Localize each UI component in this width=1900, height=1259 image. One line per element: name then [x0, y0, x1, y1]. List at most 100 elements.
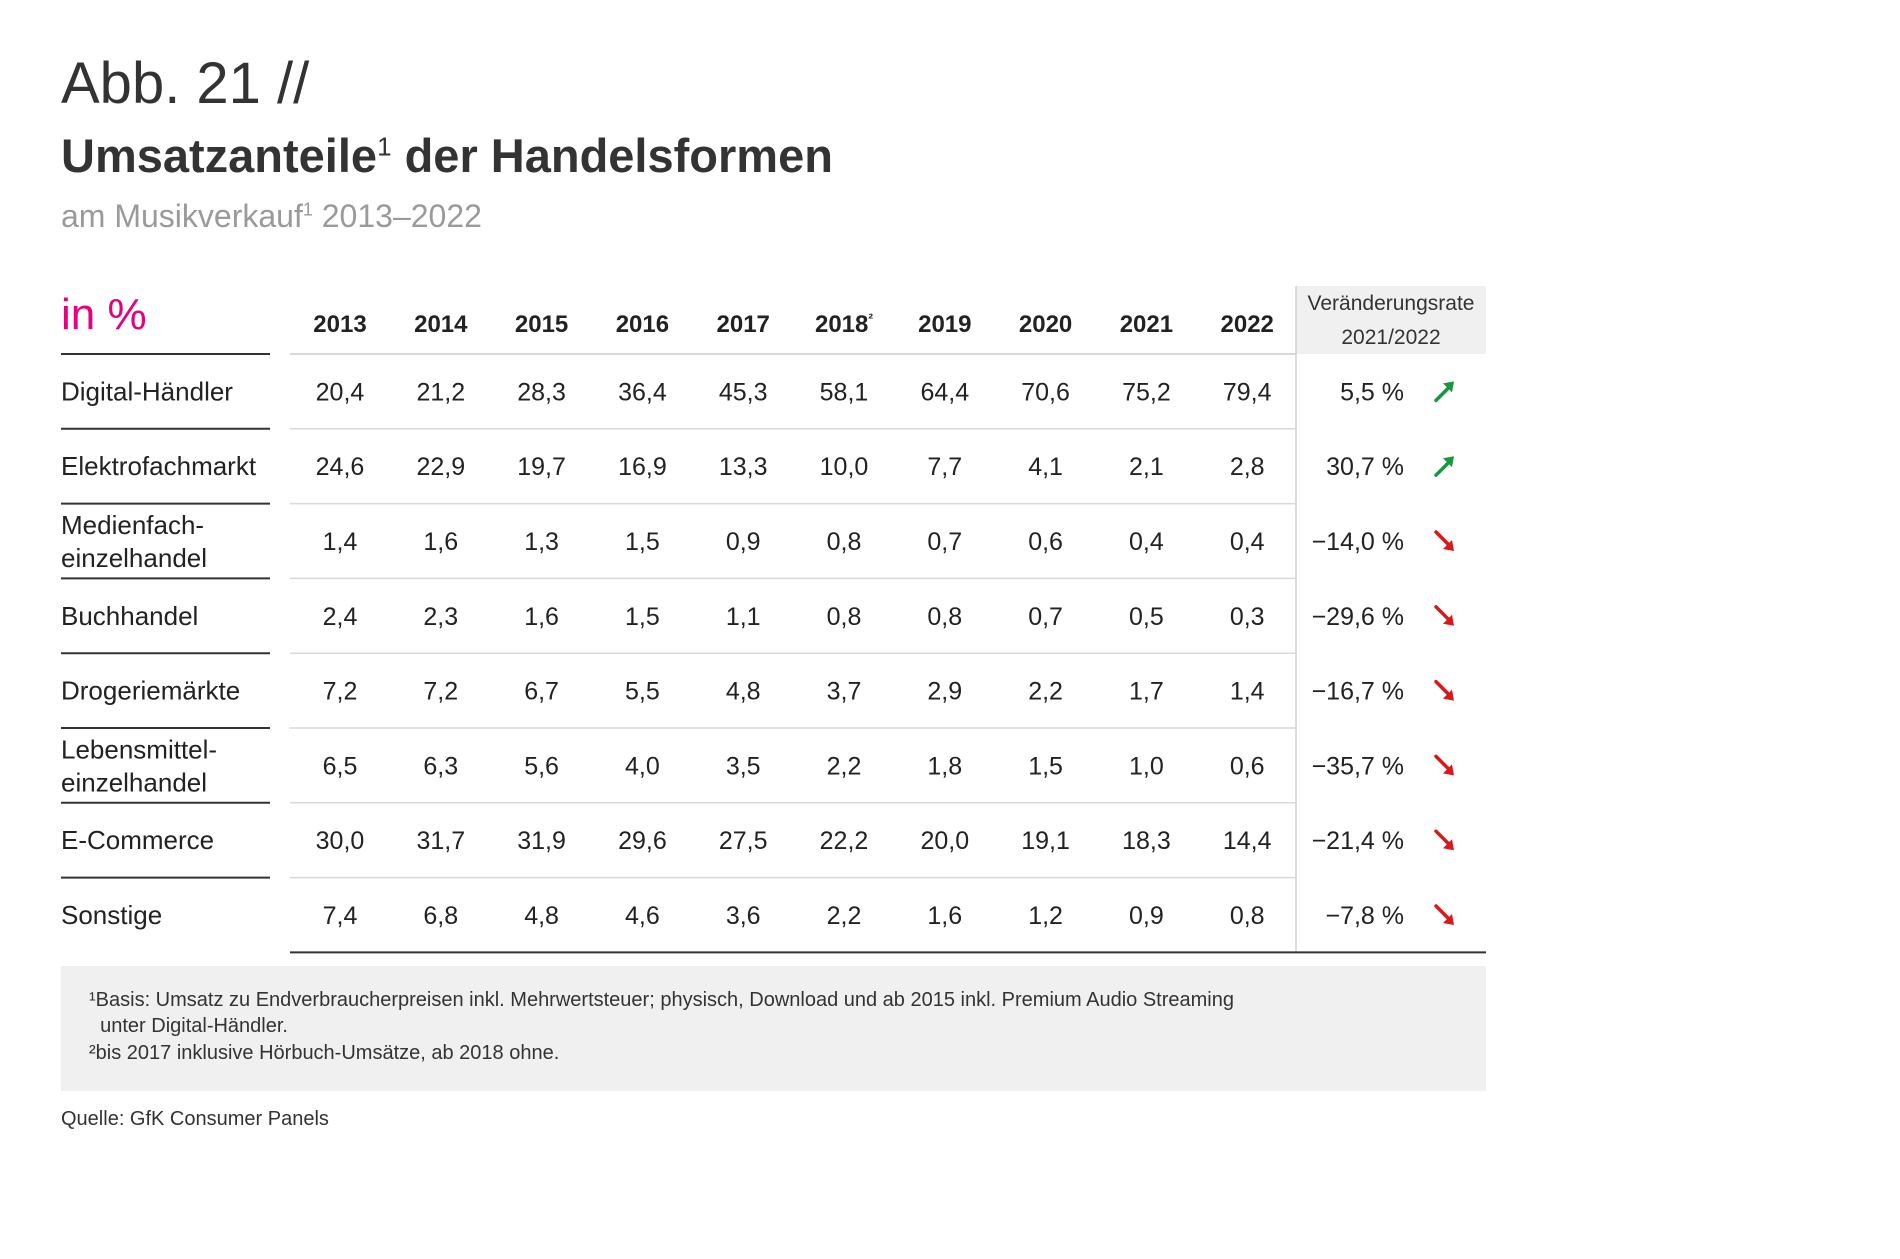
- change-header-line-1: Veränderungsrate: [1308, 292, 1475, 315]
- table-cell: 31,7: [416, 827, 465, 855]
- table-cell: 6,5: [323, 752, 358, 780]
- title-main: Umsatzanteile: [61, 129, 378, 182]
- change-value: −14,0 %: [1312, 528, 1404, 556]
- table-cell: 1,0: [1129, 752, 1164, 780]
- trend-up-icon: [1434, 459, 1452, 477]
- trend-down-icon: [1434, 605, 1452, 623]
- table-cell: 4,6: [625, 902, 660, 930]
- change-header-background: [1296, 286, 1486, 354]
- table-cell: 2,3: [423, 603, 458, 631]
- table-cell: 1,8: [927, 752, 962, 780]
- table-cell: 2,8: [1230, 453, 1265, 481]
- change-value: −16,7 %: [1312, 678, 1404, 706]
- column-header: 2013: [313, 311, 366, 338]
- change-value: 30,7 %: [1326, 453, 1404, 481]
- row-label: Digital-Händler: [61, 376, 233, 406]
- trend-down-icon-head: [1443, 540, 1454, 551]
- trend-down-icon-head: [1443, 614, 1454, 626]
- trend-down-icon-head: [1443, 914, 1454, 925]
- table-cell: 0,3: [1230, 603, 1265, 631]
- table-cell: 19,7: [517, 453, 566, 481]
- table-cell: 1,6: [423, 528, 458, 556]
- table-cell: 2,2: [1028, 678, 1063, 706]
- trend-down-icon-head: [1443, 764, 1454, 776]
- table-cell: 20,0: [920, 827, 969, 855]
- row-label: Lebensmittel-: [61, 734, 217, 764]
- column-header: 2014: [414, 311, 468, 338]
- table-cell: 1,4: [323, 528, 358, 556]
- table-cell: 36,4: [618, 378, 667, 406]
- table-cell: 3,5: [726, 752, 761, 780]
- trend-up-icon: [1434, 384, 1452, 403]
- table-cell: 1,7: [1129, 678, 1164, 706]
- table-cell: 58,1: [820, 378, 869, 406]
- subtitle-rest: 2013–2022: [312, 198, 482, 234]
- table-cell: 27,5: [719, 827, 768, 855]
- table-cell: 75,2: [1122, 378, 1171, 406]
- table-cell: 45,3: [719, 378, 768, 406]
- table-cell: 10,0: [820, 453, 869, 481]
- column-header: 2020: [1019, 311, 1072, 338]
- table-cell: 3,6: [726, 902, 761, 930]
- table-cell: 0,8: [827, 528, 862, 556]
- table-cell: 1,4: [1230, 678, 1265, 706]
- row-label: E-Commerce: [61, 825, 214, 855]
- column-header: 2017: [717, 311, 770, 338]
- table-cell: 6,7: [524, 678, 559, 706]
- subtitle-footnote-marker: 1: [302, 199, 313, 220]
- change-value: −35,7 %: [1312, 752, 1404, 780]
- trend-up-icon-head: [1443, 381, 1454, 393]
- table-cell: 6,3: [423, 752, 458, 780]
- table-cell: 14,4: [1223, 827, 1272, 855]
- row-label: Buchhandel: [61, 601, 198, 631]
- table-cell: 79,4: [1223, 378, 1272, 406]
- table-cell: 2,2: [827, 902, 862, 930]
- table-cell: 31,9: [517, 827, 566, 855]
- change-value: −29,6 %: [1312, 603, 1404, 631]
- trend-down-icon: [1434, 829, 1452, 847]
- table-cell: 4,8: [524, 902, 559, 930]
- table-cell: 1,1: [726, 603, 761, 631]
- column-header: 2018²: [815, 310, 873, 338]
- table-cell: 0,6: [1230, 752, 1265, 780]
- table-cell: 7,2: [423, 678, 458, 706]
- footnote-2: ²bis 2017 inklusive Hörbuch-Umsätze, ab …: [89, 1042, 560, 1064]
- title-footnote-marker: 1: [377, 131, 392, 162]
- table-cell: 13,3: [719, 453, 768, 481]
- trend-down-icon: [1434, 679, 1452, 698]
- table-cell: 0,9: [1129, 902, 1164, 930]
- table-cell: 0,6: [1028, 528, 1063, 556]
- table-cell: 4,0: [625, 752, 660, 780]
- table-cell: 2,4: [323, 603, 358, 631]
- change-value: 5,5 %: [1340, 378, 1404, 406]
- footnote-1-cont: unter Digital-Händler.: [89, 1015, 288, 1037]
- footnote-box: [61, 966, 1486, 1091]
- table-cell: 19,1: [1021, 827, 1070, 855]
- figure-label: Abb. 21 //: [61, 51, 310, 116]
- trend-down-icon: [1434, 754, 1452, 773]
- trend-up-icon-head: [1443, 456, 1454, 468]
- column-header: 2022: [1221, 311, 1274, 338]
- table-cell: 0,5: [1129, 603, 1164, 631]
- table-cell: 4,8: [726, 678, 761, 706]
- column-header: 2016: [616, 311, 669, 338]
- row-label: Medienfach-: [61, 510, 204, 540]
- table-cell: 1,5: [625, 528, 660, 556]
- source-note: Quelle: GfK Consumer Panels: [61, 1108, 329, 1130]
- change-value: −21,4 %: [1312, 827, 1404, 855]
- column-header: 2015: [515, 311, 568, 338]
- table-cell: 1,6: [927, 902, 962, 930]
- table-cell: 24,6: [316, 453, 365, 481]
- row-label-cont: einzelhandel: [61, 543, 207, 573]
- table-cell: 1,6: [524, 603, 559, 631]
- table-cell: 5,5: [625, 678, 660, 706]
- trend-down-icon-head: [1443, 689, 1454, 701]
- table-cell: 22,9: [416, 453, 465, 481]
- change-header-line-2: 2021/2022: [1341, 326, 1440, 349]
- table-cell: 4,1: [1028, 453, 1063, 481]
- table-cell: 21,2: [416, 378, 465, 406]
- table-cell: 20,4: [316, 378, 365, 406]
- table-cell: 1,5: [1028, 752, 1063, 780]
- table-cell: 18,3: [1122, 827, 1171, 855]
